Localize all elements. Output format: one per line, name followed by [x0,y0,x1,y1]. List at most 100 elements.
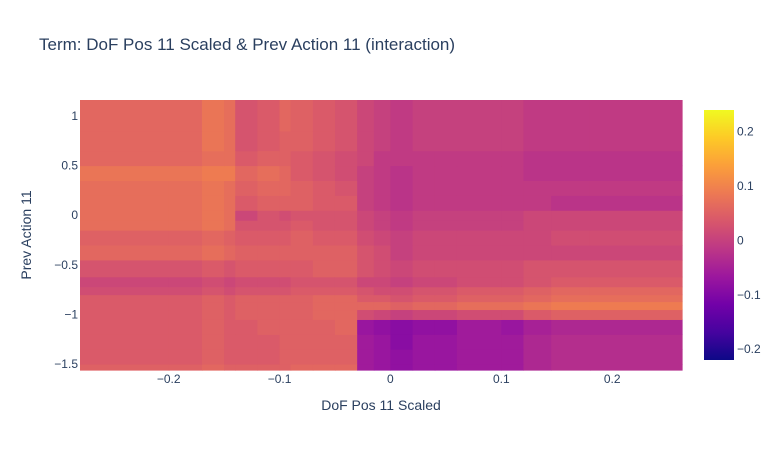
heatmap-cell [412,195,436,211]
heatmap-cell [257,165,281,181]
heatmap-cell [290,276,314,288]
heatmap-cell [434,130,458,152]
heatmap-cell [334,259,358,278]
heatmap-cell [334,100,358,132]
heatmap-cell [357,220,375,231]
heatmap-cell [168,364,203,371]
y-tick-label: −1.5 [54,357,78,371]
heatmap-cell [523,319,552,335]
heatmap-cell [412,349,436,365]
heatmap-cell [589,319,683,335]
heatmap-cell [390,220,414,231]
heatmap-cell [456,195,502,211]
heatmap-cell [80,364,170,371]
heatmap-cell [456,230,502,246]
heatmap-cell [235,180,258,196]
heatmap-cell [80,294,170,303]
heatmap-cell [312,301,336,311]
heatmap-cell [312,364,336,371]
heatmap-cell [235,276,258,288]
heatmap-cell [390,165,414,181]
x-tick-label: 0.2 [604,372,621,386]
y-tick-label: −0.5 [54,258,78,272]
heatmap-cell [290,259,314,278]
heatmap-cell [80,309,170,320]
heatmap-cell [412,244,436,261]
heatmap-cell [235,150,258,167]
heatmap-cell [257,294,281,303]
heatmap-cell [434,220,458,231]
heatmap-cell [290,319,314,335]
heatmap-cell [357,286,375,296]
heatmap-cell [390,150,414,167]
heatmap-cell [80,195,170,211]
heatmap-cell [257,244,281,261]
heatmap-cell [201,364,225,371]
heatmap-cell [456,210,502,221]
heatmap-cell [235,259,258,278]
heatmap-cell [357,100,375,132]
heatmap-cell [168,210,203,221]
heatmap-cell [334,244,358,261]
heatmap-cell [279,276,292,288]
heatmap-cell [589,349,683,365]
heatmap-cell [201,349,225,365]
heatmap-cell [373,244,392,261]
heatmap-cell [168,349,203,365]
heatmap-cell [589,210,683,221]
heatmap-cell [235,130,258,152]
heatmap-cell [390,210,414,221]
heatmap-cell [224,309,236,320]
heatmap-cell [501,364,525,371]
heatmap-cell [257,100,281,132]
heatmap-cell [390,309,414,320]
heatmap-cell [373,334,392,350]
heatmap-cell [334,180,358,196]
x-tick-label: 0 [387,372,394,386]
heatmap-cell [224,286,236,296]
heatmap-cell [412,210,436,221]
heatmap-cell [357,259,375,278]
heatmap-cell [235,364,258,371]
heatmap-cell [412,309,436,320]
heatmap-cell [168,165,203,181]
heatmap-cell [434,195,458,211]
heatmap-cell [434,309,458,320]
chart-title: Term: DoF Pos 11 Scaled & Prev Action 11… [39,35,455,54]
heatmap-cell [523,195,552,211]
heatmap-cell [501,244,525,261]
heatmap-cell [523,309,552,320]
heatmap-cell [390,230,414,246]
heatmap-cell [412,301,436,311]
heatmap-cell [201,334,225,350]
heatmap-cell [390,180,414,196]
heatmap-cell [279,259,292,278]
heatmap-cell [334,334,358,350]
heatmap-cell [290,210,314,221]
heatmap-cell [334,294,358,303]
heatmap-cell [501,349,525,365]
heatmap-cell [523,244,552,261]
heatmap-cell [201,195,225,211]
heatmap-cell [373,349,392,365]
heatmap-cell [290,244,314,261]
heatmap-cell [456,334,502,350]
heatmap-cell [551,244,591,261]
heatmap-cell [290,230,314,246]
heatmap-cell [224,150,236,167]
heatmap-cell [257,301,281,311]
heatmap-cell [80,286,170,296]
heatmap-cell [235,334,258,350]
heatmap-cell [501,150,525,167]
heatmap-cell [551,334,591,350]
heatmap-cell [589,364,683,371]
heatmap-cell [373,294,392,303]
heatmap-cell [312,309,336,320]
heatmap-cell [279,150,292,167]
colorbar-tick-label: 0 [737,233,744,247]
heatmap-cell [312,100,336,132]
heatmap-cell [523,150,552,167]
heatmap-cell [168,334,203,350]
heatmap-cell [390,334,414,350]
heatmap-cell [80,130,170,152]
